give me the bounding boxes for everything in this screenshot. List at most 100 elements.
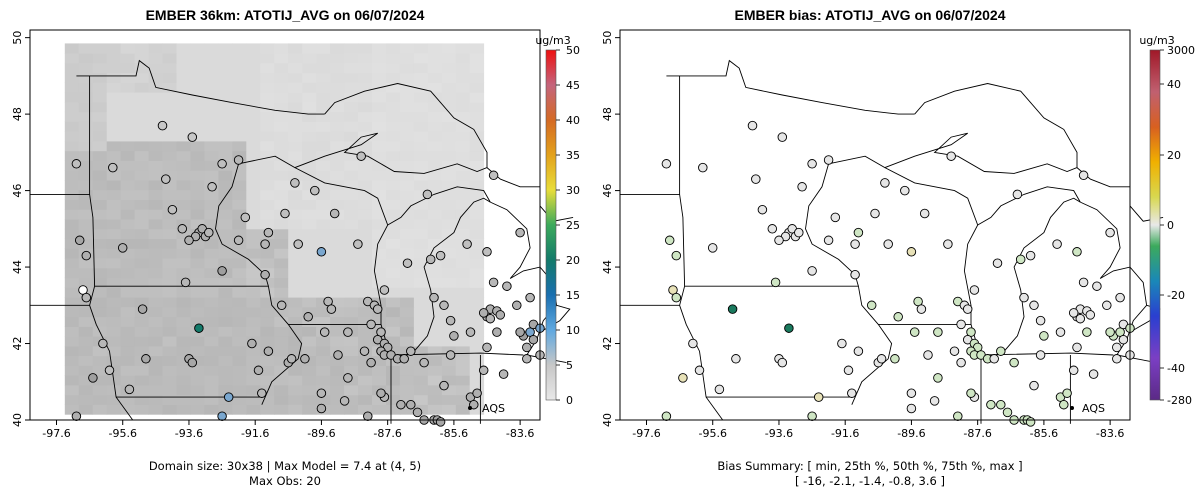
model-grid-cell (441, 53, 457, 64)
model-grid-cell (78, 150, 94, 161)
obs-site-marker (187, 357, 198, 368)
model-grid-cell (455, 336, 471, 347)
model-grid-cell (232, 326, 247, 337)
model-grid-cell (358, 306, 373, 318)
model-grid-cell (441, 141, 457, 152)
model-grid-cell (106, 306, 122, 318)
model-grid-cell (120, 180, 135, 191)
model-grid-cell (162, 111, 177, 122)
model-grid-cell (413, 219, 429, 230)
obs-site-marker (488, 170, 499, 181)
model-grid-cell (232, 355, 247, 366)
model-grid-cell (162, 121, 177, 132)
model-grid-cell (148, 287, 163, 298)
colorbar-tick-label: 0 (1167, 219, 1174, 232)
obs-site-marker (472, 388, 482, 398)
model-grid-cell (148, 219, 163, 230)
model-grid-cell (120, 375, 135, 386)
model-grid-cell (372, 209, 387, 220)
model-grid-cell (190, 345, 205, 357)
model-grid-cell (176, 82, 191, 93)
model-grid-cell (204, 316, 219, 327)
model-grid-cell (302, 228, 317, 239)
model-grid-cell (120, 53, 135, 64)
model-grid-cell (344, 248, 359, 259)
model-grid-cell (260, 316, 275, 327)
model-grid-cell (455, 199, 471, 210)
model-grid-cell (302, 316, 317, 327)
bias-site-marker (1035, 350, 1046, 360)
bias-site-marker (992, 258, 1003, 268)
model-grid-cell (455, 287, 471, 298)
bias-site-marker (1105, 327, 1115, 337)
model-grid-cell (190, 82, 205, 93)
model-grid-cell (386, 189, 401, 200)
model-grid-cell (134, 287, 149, 298)
model-grid-cell (218, 336, 233, 347)
model-grid-cell (413, 53, 429, 64)
model-grid-cell (190, 404, 205, 415)
model-grid-cell (413, 199, 429, 210)
obs-site-marker (422, 189, 433, 200)
model-grid-cell (246, 72, 261, 83)
model-grid-cell (106, 53, 122, 64)
model-grid-cell (288, 82, 303, 93)
model-grid-cell (218, 365, 233, 376)
model-grid-cell (302, 150, 317, 161)
bias-site-marker (823, 155, 834, 165)
obs-site-marker (379, 285, 390, 295)
model-grid-cell (78, 345, 94, 357)
model-grid-cell (120, 170, 135, 181)
model-grid-cell (218, 170, 233, 181)
model-grid-cell (134, 53, 149, 64)
model-grid-cell (232, 385, 247, 396)
model-grid-cell (413, 336, 429, 347)
model-grid-cell (204, 82, 219, 93)
model-grid-cell (399, 150, 415, 161)
model-grid-cell (330, 170, 345, 181)
model-grid-cell (120, 141, 135, 152)
model-grid-cell (162, 316, 177, 327)
bias-site-marker (1015, 254, 1026, 265)
model-grid-cell (218, 326, 233, 337)
bias-site-marker (714, 384, 725, 395)
model-grid-cell (260, 180, 275, 191)
model-grid-cell (64, 297, 80, 308)
obs-site-marker (462, 239, 472, 249)
model-grid-cell (260, 287, 275, 298)
model-grid-cell (399, 297, 415, 308)
model-grid-cell (148, 326, 163, 337)
model-grid-cell (134, 72, 149, 83)
model-grid-cell (106, 72, 122, 83)
model-grid-cell (246, 121, 261, 132)
model-grid-cell (64, 355, 80, 366)
model-grid-cell (106, 277, 122, 288)
model-grid-cell (246, 150, 261, 161)
model-grid-cell (232, 180, 247, 191)
model-grid-cell (316, 82, 331, 93)
model-grid-cell (260, 150, 275, 161)
model-grid-cell (106, 82, 122, 93)
model-grid-cell (344, 160, 359, 171)
model-grid-cell (386, 43, 401, 54)
model-grid-cell (427, 306, 443, 318)
model-grid-cell (232, 131, 247, 142)
model-grid-cell (92, 121, 108, 132)
model-grid-cell (469, 277, 485, 288)
model-grid-cell (134, 385, 149, 396)
model-grid-cell (246, 238, 261, 249)
model-grid-cell (78, 101, 94, 113)
colorbar-tick-label: 20 (1167, 149, 1181, 162)
model-grid-cell (92, 258, 108, 269)
model-grid-cell (427, 404, 443, 415)
model-grid-cell (232, 62, 247, 74)
model-grid-cell (455, 306, 471, 318)
model-grid-cell (413, 345, 429, 357)
model-grid-cell (176, 131, 191, 142)
obs-site-marker (343, 373, 353, 383)
model-grid-cell (218, 189, 233, 200)
model-grid-cell (399, 111, 415, 122)
model-grid-cell (92, 53, 108, 64)
model-grid-cell (427, 141, 443, 152)
model-grid-cell (232, 258, 247, 269)
